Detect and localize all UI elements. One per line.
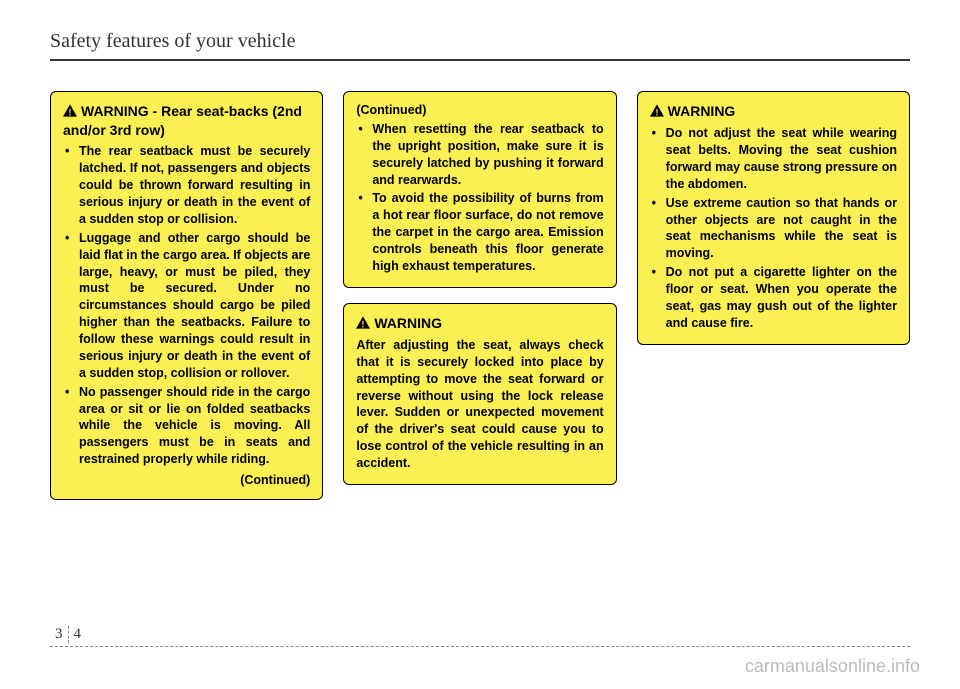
warning-title: ! WARNING (356, 314, 603, 333)
warning-item: To avoid the possibility of burns from a… (368, 190, 603, 274)
page-number: 3 4 (55, 626, 81, 643)
content-columns: ! WARNING - Rear seat-backs (2nd and/or … (50, 91, 910, 500)
warning-box-adjust-seat: ! WARNING After adjusting the seat, alwa… (343, 303, 616, 485)
warning-item: No passenger should ride in the cargo ar… (75, 384, 310, 468)
page-footer-divider (50, 646, 910, 647)
header-title: Safety features of your vehicle (50, 30, 295, 52)
warning-item: The rear seatback must be securely latch… (75, 143, 310, 227)
svg-text:!: ! (69, 107, 72, 117)
continued-label: (Continued) (63, 472, 310, 489)
warning-list: The rear seatback must be securely latch… (63, 143, 310, 468)
column-2: (Continued) When resetting the rear seat… (343, 91, 616, 500)
svg-text:!: ! (655, 107, 658, 117)
column-1: ! WARNING - Rear seat-backs (2nd and/or … (50, 91, 323, 500)
warning-item: When resetting the rear seatback to the … (368, 121, 603, 189)
warning-title-text: WARNING (374, 315, 442, 331)
section-number: 3 (55, 626, 69, 643)
warning-icon: ! (356, 315, 370, 333)
warning-box-continued: (Continued) When resetting the rear seat… (343, 91, 616, 288)
page-header: Safety features of your vehicle (50, 30, 910, 61)
warning-title-text: WARNING (668, 103, 736, 119)
page-number-value: 4 (74, 626, 82, 643)
warning-item: Do not adjust the seat while wearing sea… (662, 125, 897, 193)
warning-item: Do not put a cigarette lighter on the fl… (662, 264, 897, 332)
svg-text:!: ! (362, 319, 365, 329)
warning-title: ! WARNING - Rear seat-backs (2nd and/or … (63, 102, 310, 139)
warning-body: After adjusting the seat, always check t… (356, 337, 603, 472)
warning-list: When resetting the rear seatback to the … (356, 121, 603, 275)
warning-icon: ! (650, 103, 664, 121)
warning-item: Luggage and other cargo should be laid f… (75, 230, 310, 382)
warning-item: Use extreme caution so that hands or oth… (662, 195, 897, 263)
warning-list: Do not adjust the seat while wearing sea… (650, 125, 897, 332)
warning-box-rear-seatbacks: ! WARNING - Rear seat-backs (2nd and/or … (50, 91, 323, 500)
warning-title: ! WARNING (650, 102, 897, 121)
manual-page: Safety features of your vehicle ! WARNIN… (0, 0, 960, 689)
watermark: carmanualsonline.info (745, 656, 920, 677)
warning-box-general: ! WARNING Do not adjust the seat while w… (637, 91, 910, 345)
warning-icon: ! (63, 103, 77, 121)
continued-top-label: (Continued) (356, 102, 603, 119)
column-3: ! WARNING Do not adjust the seat while w… (637, 91, 910, 500)
warning-title-text: WARNING - Rear seat-backs (2nd and/or 3r… (63, 103, 302, 138)
